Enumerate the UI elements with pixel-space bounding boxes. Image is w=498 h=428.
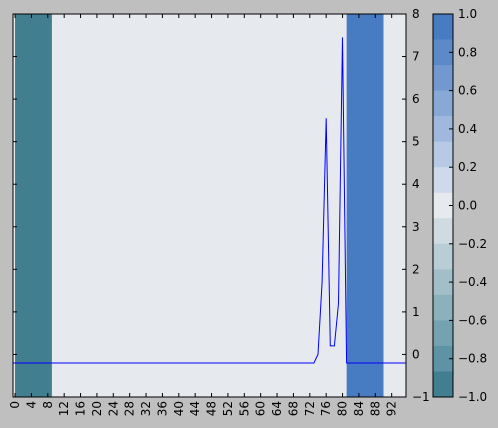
series-line-0	[13, 37, 406, 364]
colorbar-tick-label: 1.0	[458, 7, 477, 21]
colorbar-tick-label: −1.0	[458, 390, 487, 404]
x-tick-label: 88	[368, 401, 382, 416]
x-tick-label: 40	[172, 401, 186, 416]
colorbar-level	[433, 294, 453, 321]
colorbar-level	[433, 167, 453, 194]
x-tick-label: 32	[139, 401, 153, 416]
series-lines	[13, 37, 406, 364]
x-tick-label: 4	[24, 401, 38, 409]
x-tick-label: 36	[155, 401, 169, 416]
colorbar-level	[433, 320, 453, 347]
plot-area	[13, 14, 406, 397]
x-tick-label: 28	[123, 401, 137, 416]
colorbar-tick-label: 0.8	[458, 45, 477, 59]
y-tick-label: 1	[412, 305, 420, 319]
y-tick-label: 3	[412, 220, 420, 234]
shaded-region-1	[346, 14, 384, 397]
colorbar-level	[433, 14, 453, 41]
y-tick-label: 4	[412, 177, 420, 191]
y-tick-label: −1	[412, 390, 430, 404]
colorbar-level	[433, 39, 453, 66]
x-tick-label: 60	[254, 401, 268, 416]
colorbar: 1.0 0.8 0.6 0.4 0.2 0.0 −0.2 −0.4 −0.6 −0.8 −1.0	[432, 7, 487, 404]
shaded-regions	[15, 14, 384, 397]
x-tick-label: 16	[74, 401, 88, 416]
colorbar-tick-label: 0.2	[458, 160, 477, 174]
colorbar-level	[433, 269, 453, 296]
x-tick-label: 52	[221, 401, 235, 416]
x-tick-label: 20	[90, 401, 104, 416]
y-tick-label: 6	[412, 92, 420, 106]
colorbar-tick-label: 0.0	[458, 199, 477, 213]
x-tick-label: 0	[8, 401, 22, 409]
colorbar-tick-label: 0.6	[458, 84, 477, 98]
x-tick-label: 68	[286, 401, 300, 416]
colorbar-level	[433, 90, 453, 117]
colorbar-tick-label: −0.4	[458, 275, 487, 289]
x-tick-label: 72	[303, 401, 317, 416]
colorbar-level	[433, 345, 453, 372]
x-tick-label: 44	[188, 401, 202, 416]
colorbar-tick-label: −0.8	[458, 352, 487, 366]
x-tick-label: 56	[237, 401, 251, 416]
x-tick-label: 76	[319, 401, 333, 416]
y-tick-label: 5	[412, 135, 420, 149]
x-axis: 0 4 8 12 16 20 24 28 32 36 40 44 48 52 56 60 64 68 72 76 80 8…	[8, 14, 399, 416]
y-tick-label: 2	[412, 262, 420, 276]
x-tick-label: 12	[57, 401, 71, 416]
y-tick-label: 0	[412, 347, 420, 361]
x-tick-label: 48	[205, 401, 219, 416]
colorbar-level	[433, 141, 453, 168]
y-axis: −1 0 1 2 3 4 5 6 7 8	[13, 7, 430, 404]
plot-frame	[12, 13, 407, 398]
colorbar-level	[433, 218, 453, 245]
colorbar-level	[433, 371, 453, 398]
x-tick-label: 84	[352, 401, 366, 416]
colorbar-level	[433, 243, 453, 270]
colorbar-level	[433, 65, 453, 92]
colorbar-level	[433, 192, 453, 219]
y-tick-label: 7	[412, 50, 420, 64]
shaded-region-0	[15, 14, 52, 397]
colorbar-level	[433, 116, 453, 143]
x-tick-label: 8	[41, 401, 55, 409]
x-tick-label: 92	[385, 401, 399, 416]
x-tick-label: 24	[106, 401, 120, 416]
colorbar-tick-label: −0.6	[458, 313, 487, 327]
x-tick-label: 80	[336, 401, 350, 416]
y-tick-label: 8	[412, 7, 420, 21]
colorbar-tick-label: −0.2	[458, 237, 487, 251]
colorbar-tick-label: 0.4	[458, 122, 477, 136]
x-tick-label: 64	[270, 401, 284, 416]
